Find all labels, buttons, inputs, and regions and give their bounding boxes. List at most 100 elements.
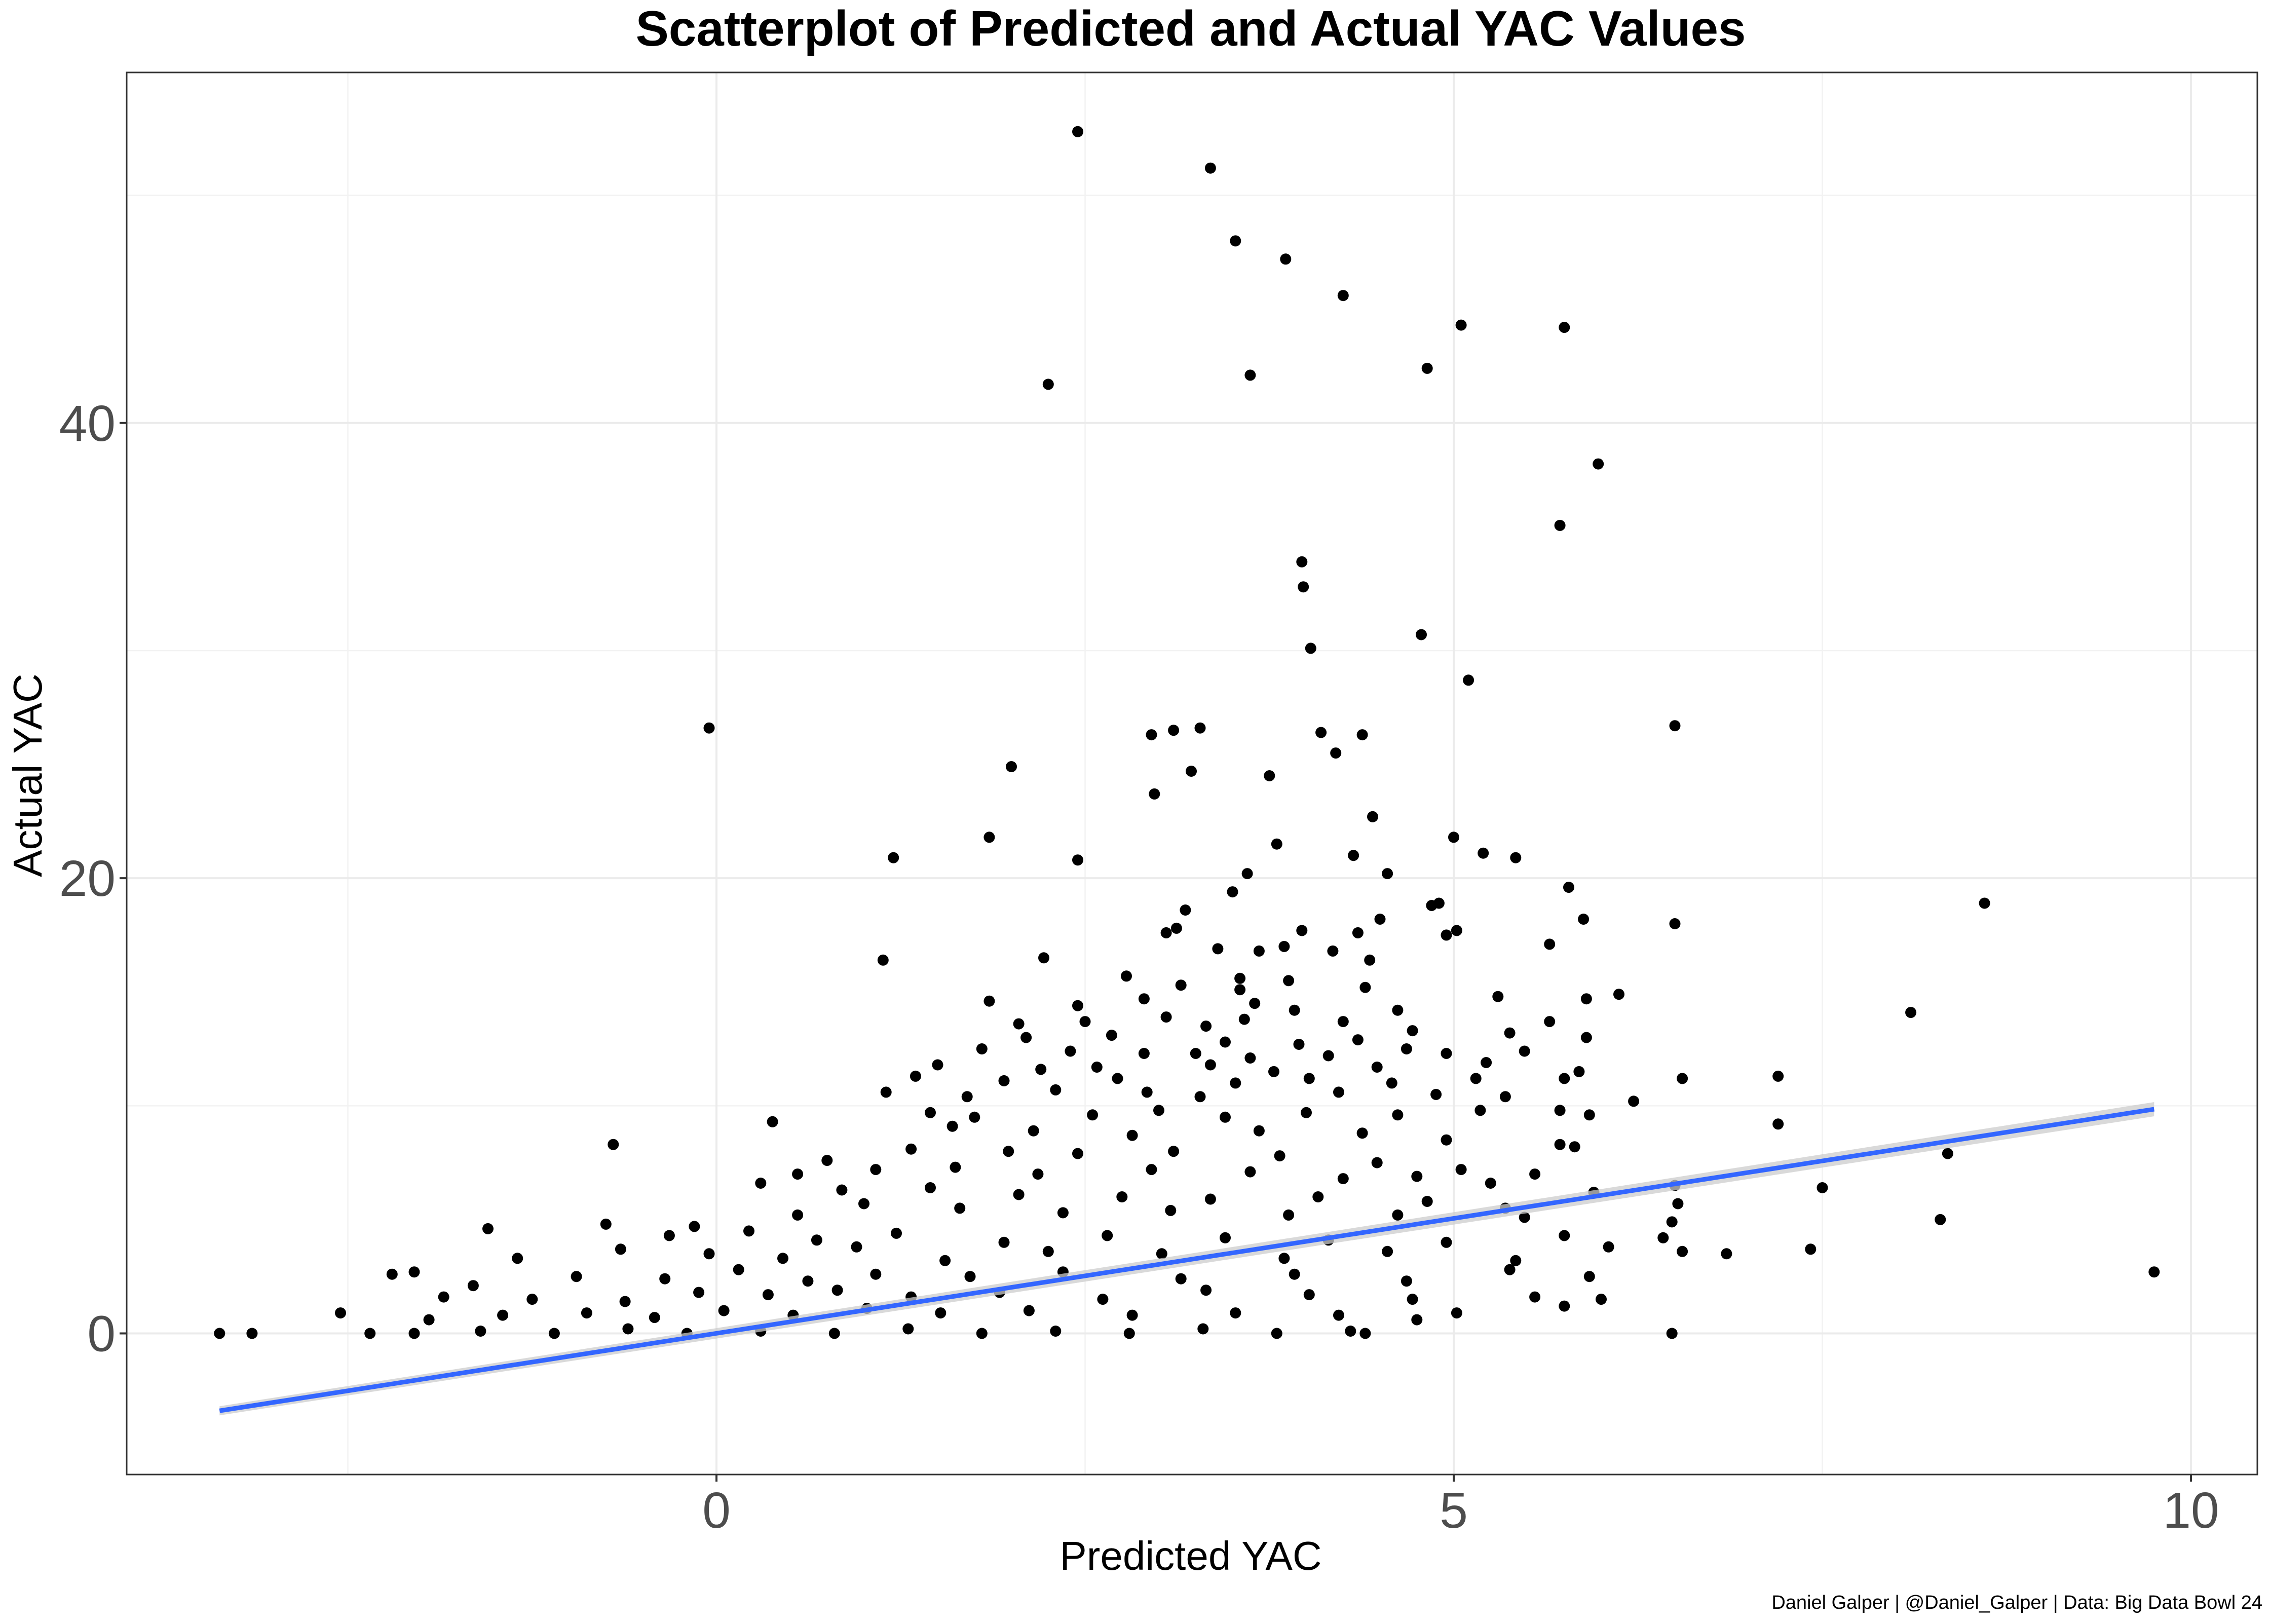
data-point	[1160, 1011, 1172, 1023]
data-point	[1367, 811, 1378, 822]
data-point	[1194, 1091, 1206, 1103]
data-point	[1451, 925, 1462, 936]
data-point	[870, 1164, 882, 1176]
data-point	[659, 1273, 671, 1285]
data-point	[1013, 1018, 1025, 1030]
data-point	[1121, 970, 1132, 982]
data-point	[811, 1234, 822, 1246]
data-point	[1305, 643, 1316, 654]
data-point	[983, 995, 995, 1007]
data-point	[1220, 1036, 1231, 1048]
data-point	[1312, 1191, 1324, 1202]
data-point	[1028, 1125, 1039, 1137]
data-point	[1006, 761, 1017, 772]
data-point	[571, 1271, 582, 1282]
data-point	[1146, 1164, 1157, 1176]
data-point	[1485, 1178, 1496, 1189]
data-point	[1020, 1032, 1032, 1043]
data-point	[1072, 1000, 1083, 1011]
data-point	[423, 1314, 435, 1326]
data-point	[364, 1328, 376, 1339]
data-point	[1123, 1328, 1135, 1339]
data-point	[1337, 290, 1349, 301]
major-gridlines	[127, 72, 2257, 1475]
data-point	[1322, 1050, 1334, 1062]
data-point	[1175, 979, 1187, 991]
data-point	[246, 1328, 258, 1339]
data-point	[1441, 929, 1452, 941]
data-point	[880, 1086, 892, 1098]
data-point	[1180, 904, 1191, 916]
data-point	[1519, 1045, 1530, 1057]
data-point	[1156, 1248, 1167, 1260]
data-point	[961, 1091, 973, 1103]
data-point	[1935, 1214, 1946, 1225]
data-point	[905, 1143, 917, 1155]
data-point	[1283, 1209, 1295, 1221]
data-point	[1481, 1057, 1492, 1068]
data-point	[1274, 1150, 1285, 1162]
data-point	[1407, 1025, 1418, 1037]
data-point	[1271, 838, 1282, 850]
data-point	[1451, 1307, 1462, 1319]
x-tick-label: 5	[1440, 1482, 1468, 1539]
data-point	[335, 1307, 346, 1319]
data-point	[703, 1248, 715, 1260]
data-point	[703, 722, 715, 734]
data-point	[888, 852, 899, 863]
data-point	[1301, 1107, 1312, 1118]
data-point	[755, 1178, 767, 1189]
data-point	[870, 1268, 882, 1280]
data-point	[1146, 729, 1157, 741]
data-point	[1303, 1289, 1315, 1301]
data-point	[1382, 868, 1393, 880]
data-point	[802, 1275, 814, 1287]
data-point	[1392, 1109, 1404, 1121]
data-point	[1529, 1291, 1541, 1303]
data-point	[1583, 1109, 1595, 1121]
data-point	[1672, 1198, 1684, 1210]
data-point	[1072, 126, 1083, 137]
data-point	[2148, 1266, 2160, 1278]
data-point	[1421, 362, 1433, 374]
data-point	[1772, 1070, 1784, 1082]
trend-line	[219, 1107, 2154, 1413]
data-point	[1230, 1307, 1241, 1319]
data-point	[1186, 766, 1197, 777]
data-point	[1382, 1245, 1393, 1257]
data-point	[1603, 1241, 1614, 1253]
data-point	[792, 1209, 804, 1221]
data-point	[1330, 747, 1342, 759]
data-point	[1112, 1073, 1123, 1084]
data-point	[1554, 519, 1566, 531]
data-point	[1677, 1245, 1688, 1257]
data-point	[1374, 914, 1386, 925]
data-point	[526, 1294, 538, 1305]
data-point	[1554, 1139, 1566, 1150]
data-point	[743, 1225, 754, 1237]
data-point	[1087, 1109, 1099, 1121]
y-axis-title: Actual YAC	[5, 673, 50, 877]
data-point	[762, 1289, 774, 1301]
data-point	[1013, 1189, 1025, 1200]
data-point	[932, 1059, 943, 1071]
data-point	[1474, 1105, 1486, 1116]
data-point	[581, 1307, 592, 1319]
y-tick-label: 0	[87, 1306, 116, 1363]
panel-border	[126, 71, 2258, 1476]
data-point	[693, 1287, 705, 1298]
data-point	[1569, 1141, 1580, 1153]
data-point	[408, 1266, 420, 1278]
data-point	[1003, 1146, 1014, 1157]
data-point	[1677, 1073, 1688, 1084]
data-point	[1416, 629, 1427, 640]
data-point	[1478, 847, 1489, 859]
data-point	[1448, 832, 1459, 843]
data-point	[1234, 984, 1246, 996]
data-point	[1905, 1007, 1917, 1018]
data-point	[1327, 945, 1339, 957]
data-point	[1455, 1164, 1467, 1176]
data-point	[983, 832, 995, 843]
data-point	[939, 1255, 951, 1266]
